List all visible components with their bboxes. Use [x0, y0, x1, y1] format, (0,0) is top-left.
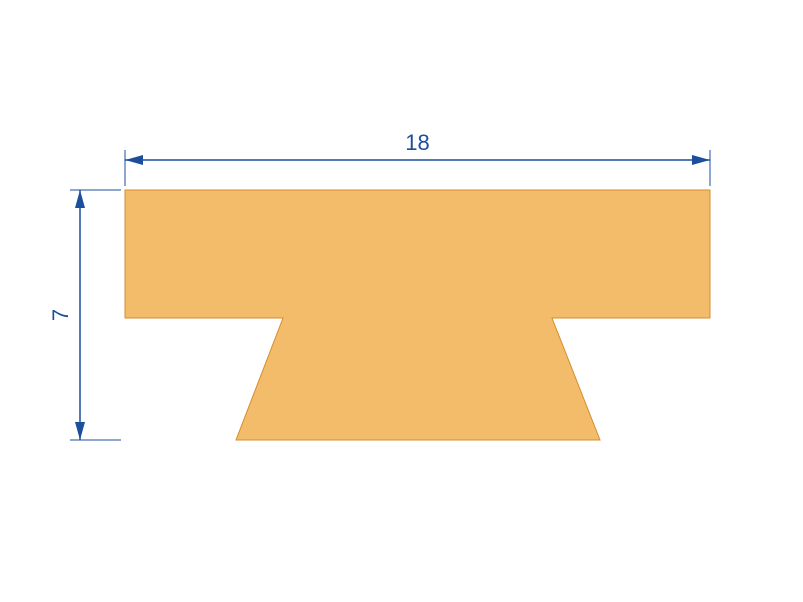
dim-width-value: 18 — [405, 130, 429, 155]
arrowhead-right — [692, 155, 710, 165]
dim-height-value: 7 — [48, 309, 73, 321]
arrowhead-down — [75, 422, 85, 440]
arrowhead-left — [125, 155, 143, 165]
profile-shape — [125, 190, 710, 440]
arrowhead-up — [75, 190, 85, 208]
